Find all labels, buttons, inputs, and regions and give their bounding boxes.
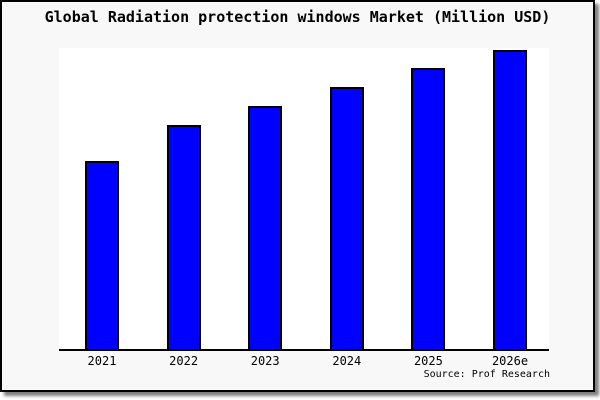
chart-window: Global Radiation protection windows Mark…	[0, 0, 595, 392]
x-tick-label-2024: 2024	[332, 354, 362, 368]
x-tick-label-2021: 2021	[87, 354, 117, 368]
x-tick-label-2023: 2023	[250, 354, 280, 368]
source-credit: Source: Prof Research	[423, 369, 550, 380]
x-tick-label-2025: 2025	[413, 354, 443, 368]
bar-2025	[411, 68, 446, 349]
bar-2023	[248, 106, 283, 349]
bar-2026e	[493, 50, 527, 349]
bar-2021	[85, 161, 119, 349]
chart-title: Global Radiation protection windows Mark…	[44, 8, 551, 26]
x-tick-label-2022: 2022	[169, 354, 199, 368]
plot-area: 2021 2022 2023 2024 2025 2026e	[59, 48, 549, 368]
bar-2024	[329, 87, 364, 349]
bar-2022	[166, 125, 201, 349]
x-tick-label-2026e: 2026e	[491, 354, 529, 368]
